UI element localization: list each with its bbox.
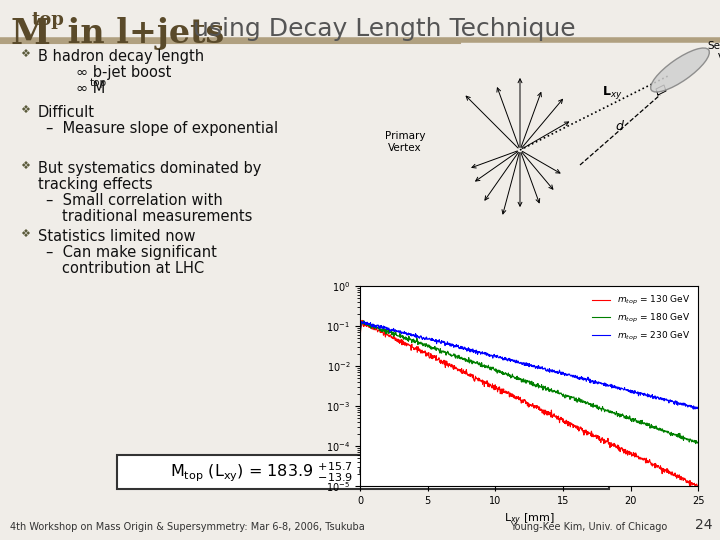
$m_{top}$ = 130 GeV — [358, 317, 366, 323]
$m_{top}$ = 130 GeV — [626, 449, 634, 456]
$m_{top}$ = 130 GeV — [493, 385, 502, 392]
Text: Secondary
Vertex: Secondary Vertex — [707, 41, 720, 63]
Text: ❖: ❖ — [20, 49, 30, 59]
Line: $m_{top}$ = 180 GeV: $m_{top}$ = 180 GeV — [360, 321, 698, 444]
Text: ❖: ❖ — [20, 161, 30, 171]
$m_{top}$ = 180 GeV — [390, 330, 399, 337]
$m_{top}$ = 130 GeV — [588, 431, 597, 437]
Text: contribution at LHC: contribution at LHC — [62, 261, 204, 276]
$m_{top}$ = 180 GeV — [505, 372, 513, 378]
Line: $m_{top}$ = 230 GeV: $m_{top}$ = 230 GeV — [360, 321, 698, 409]
$m_{top}$ = 130 GeV — [390, 335, 399, 341]
$m_{top}$ = 230 GeV — [390, 327, 399, 333]
Text: 4th Workshop on Mass Origin & Supersymmetry: Mar 6-8, 2006, Tsukuba: 4th Workshop on Mass Origin & Supersymme… — [10, 522, 365, 532]
Text: M: M — [10, 17, 50, 51]
$m_{top}$ = 230 GeV — [356, 332, 364, 338]
Text: B hadron decay length: B hadron decay length — [38, 49, 204, 64]
$m_{top}$ = 180 GeV — [493, 370, 502, 376]
Text: ∞ M: ∞ M — [76, 81, 105, 96]
Text: traditional measurements: traditional measurements — [62, 209, 253, 224]
$m_{top}$ = 180 GeV — [620, 415, 629, 421]
$m_{top}$ = 130 GeV — [694, 483, 703, 490]
$m_{top}$ = 130 GeV — [356, 339, 364, 345]
Text: ❖: ❖ — [20, 105, 30, 115]
Text: using Decay Length Technique: using Decay Length Technique — [185, 17, 575, 41]
Text: ∞ b-jet boost: ∞ b-jet boost — [76, 65, 171, 80]
Text: d: d — [615, 120, 623, 133]
$m_{top}$ = 180 GeV — [359, 318, 368, 324]
X-axis label: L$_{xy}$ [mm]: L$_{xy}$ [mm] — [504, 511, 554, 528]
$m_{top}$ = 230 GeV — [620, 387, 629, 393]
$m_{top}$ = 180 GeV — [356, 335, 364, 341]
Text: –  Small correlation with: – Small correlation with — [46, 193, 222, 208]
$m_{top}$ = 180 GeV — [588, 402, 597, 409]
Legend: $m_{top}$ = 130 GeV, $m_{top}$ = 180 GeV, $m_{top}$ = 230 GeV: $m_{top}$ = 130 GeV, $m_{top}$ = 180 GeV… — [588, 291, 694, 346]
$m_{top}$ = 230 GeV — [505, 357, 513, 363]
Text: –  Can make significant: – Can make significant — [46, 245, 217, 260]
Text: 24: 24 — [695, 518, 712, 532]
Text: Difficult: Difficult — [38, 105, 95, 120]
Text: in l+jets: in l+jets — [56, 17, 224, 50]
Text: ❖: ❖ — [20, 229, 30, 239]
$m_{top}$ = 230 GeV — [588, 378, 597, 384]
Text: Young-Kee Kim, Univ. of Chicago: Young-Kee Kim, Univ. of Chicago — [510, 522, 667, 532]
$m_{top}$ = 130 GeV — [505, 394, 513, 400]
$m_{top}$ = 130 GeV — [693, 486, 702, 492]
$m_{top}$ = 230 GeV — [493, 353, 502, 359]
Text: –  Measure slope of exponential: – Measure slope of exponential — [46, 121, 278, 136]
$m_{top}$ = 230 GeV — [360, 318, 369, 325]
FancyBboxPatch shape — [117, 455, 609, 489]
Text: top: top — [32, 11, 65, 29]
Text: tracking effects: tracking effects — [38, 177, 153, 192]
Text: L$_{xy}$: L$_{xy}$ — [602, 84, 623, 101]
$m_{top}$ = 180 GeV — [626, 415, 634, 422]
Text: Primary
Vertex: Primary Vertex — [384, 131, 426, 153]
$m_{top}$ = 180 GeV — [691, 441, 700, 447]
$m_{top}$ = 230 GeV — [626, 389, 634, 396]
$m_{top}$ = 130 GeV — [620, 446, 629, 453]
$m_{top}$ = 230 GeV — [689, 406, 698, 413]
Line: $m_{top}$ = 130 GeV: $m_{top}$ = 130 GeV — [360, 320, 698, 489]
Ellipse shape — [651, 48, 709, 92]
Text: M$_{\rm top}$ (L$_{\rm xy}$) = 183.9 $^{+15.7}_{-13.9}$ (stat.) $\pm$ 5.6 (syst.: M$_{\rm top}$ (L$_{\rm xy}$) = 183.9 $^{… — [171, 460, 556, 484]
Text: top: top — [90, 78, 107, 88]
Text: Statistics limited now: Statistics limited now — [38, 229, 196, 244]
$m_{top}$ = 230 GeV — [694, 406, 703, 412]
$m_{top}$ = 180 GeV — [694, 440, 703, 446]
Text: But systematics dominated by: But systematics dominated by — [38, 161, 261, 176]
